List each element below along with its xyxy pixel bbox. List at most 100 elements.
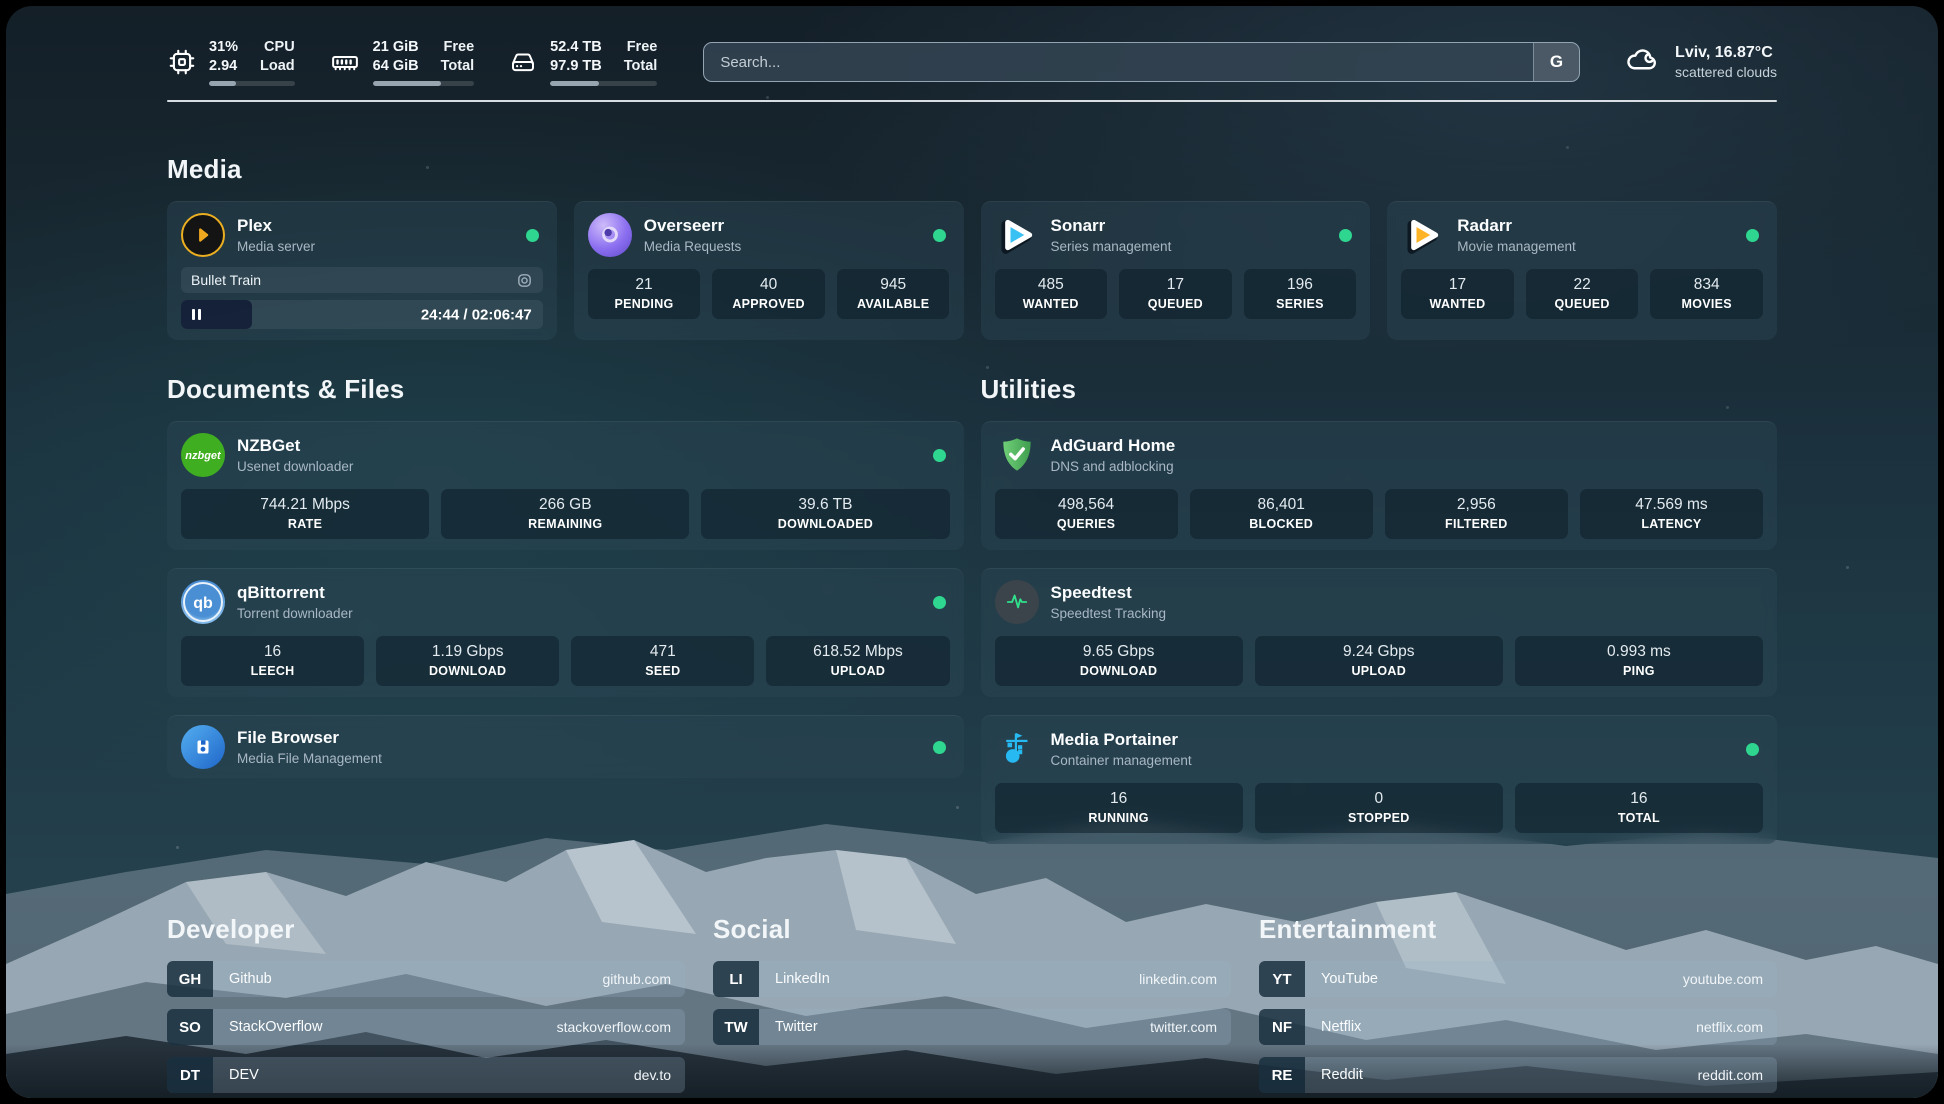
disk-free-value: 52.4 TB xyxy=(550,38,602,55)
bookmark-url: github.com xyxy=(602,971,671,987)
radarr-icon xyxy=(1401,213,1445,257)
bookmark-abbr-badge: LI xyxy=(713,961,759,997)
pause-icon xyxy=(192,309,201,320)
app-description: Series management xyxy=(1050,239,1172,254)
bookmark-url: twitter.com xyxy=(1150,1019,1217,1035)
app-card-radarr[interactable]: Radarr Movie management 17 WANTED 22 QUEUE… xyxy=(1387,201,1777,340)
plex-icon xyxy=(181,213,225,257)
disk-progress-fill xyxy=(550,81,600,87)
stat-download: 1.19 Gbps DOWNLOAD xyxy=(376,636,560,686)
bookmark-name: Twitter xyxy=(775,1019,818,1035)
app-card-portainer[interactable]: Media Portainer Container management 16 R… xyxy=(980,715,1777,844)
stat-queued: 17 QUEUED xyxy=(1119,269,1232,319)
stat-approved: 40 APPROVED xyxy=(712,269,825,319)
status-indicator xyxy=(1339,228,1353,242)
bookmark-dev[interactable]: DT DEV dev.to xyxy=(167,1057,685,1093)
bookmark-name: Reddit xyxy=(1321,1067,1363,1083)
status-indicator xyxy=(1746,742,1759,756)
memory-icon xyxy=(329,47,361,77)
app-name: AdGuard Home xyxy=(1050,436,1176,455)
search-engine-button[interactable]: G xyxy=(1533,43,1580,81)
cpu-label-bottom: Load xyxy=(260,57,295,74)
bookmark-github[interactable]: GH Github github.com xyxy=(167,961,685,997)
stat-download: 9.65 Gbps DOWNLOAD xyxy=(994,636,1243,686)
bookmark-group-social: Social LI LinkedIn linkedin.com TW Twitt… xyxy=(713,914,1231,1098)
app-card-speedtest[interactable]: Speedtest Speedtest Tracking 9.65 Gbps DO… xyxy=(980,568,1777,697)
disk-label-bottom: Total xyxy=(623,57,658,74)
memory-free-value: 21 GiB xyxy=(372,38,419,55)
bookmark-stackoverflow[interactable]: SO StackOverflow stackoverflow.com xyxy=(167,1009,685,1045)
cpu-progress-bar xyxy=(209,81,295,87)
bookmark-netflix[interactable]: NF Netflix netflix.com xyxy=(1259,1009,1777,1045)
disk-progress-bar xyxy=(550,81,658,87)
app-name: Media Portainer xyxy=(1050,730,1179,749)
disk-label-top: Free xyxy=(626,38,658,55)
status-indicator xyxy=(932,740,946,754)
memory-total-value: 64 GiB xyxy=(372,57,419,74)
stat-queries: 498,564 QUERIES xyxy=(994,489,1178,539)
app-card-plex[interactable]: Plex Media server Bullet Train xyxy=(167,201,557,340)
stat-blocked: 86,401 BLOCKED xyxy=(1189,489,1373,539)
bookmark-url: reddit.com xyxy=(1697,1067,1763,1083)
weather-widget: Lviv, 16.87°C scattered clouds xyxy=(1622,42,1777,83)
bookmark-group-developer: Developer GH Github github.com SO StackO… xyxy=(167,914,685,1098)
stat-wanted: 485 WANTED xyxy=(994,269,1108,319)
overseerr-icon xyxy=(587,213,632,257)
memory-label-top: Free xyxy=(443,38,475,55)
stat-total: 16 TOTAL xyxy=(1514,783,1764,833)
search-input[interactable] xyxy=(704,43,1534,81)
stat-series: 196 SERIES xyxy=(1243,269,1357,319)
session-media-icon xyxy=(516,272,533,289)
stat-rate: 744.21 Mbps RATE xyxy=(181,489,430,539)
app-description: Container management xyxy=(1050,753,1192,768)
cpu-label-top: CPU xyxy=(264,38,295,55)
app-description: Usenet downloader xyxy=(237,459,354,474)
cpu-widget: 31% CPU 2.94 Load xyxy=(167,38,295,87)
app-name: NZBGet xyxy=(237,436,301,455)
app-card-sonarr[interactable]: Sonarr Series management 485 WANTED 17 QUE… xyxy=(980,201,1371,340)
stat-upload: 618.52 Mbps UPLOAD xyxy=(766,636,950,686)
status-indicator xyxy=(1746,228,1759,242)
status-indicator xyxy=(932,595,946,609)
app-card-qbittorrent[interactable]: qb qBittorrent Torrent downloader 16 LEEC… xyxy=(167,568,964,697)
cpu-progress-fill xyxy=(209,81,236,87)
cpu-icon xyxy=(167,47,197,77)
cpu-load-value: 2.94 xyxy=(209,57,238,74)
bookmark-reddit[interactable]: RE Reddit reddit.com xyxy=(1259,1057,1777,1093)
app-name: Overseerr xyxy=(643,216,725,235)
app-name: qBittorrent xyxy=(237,583,325,602)
stat-remaining: 266 GB REMAINING xyxy=(441,489,690,539)
bookmark-youtube[interactable]: YT YouTube youtube.com xyxy=(1259,961,1777,997)
bookmark-twitter[interactable]: TW Twitter twitter.com xyxy=(713,1009,1231,1045)
section-title-developer: Developer xyxy=(167,914,295,944)
memory-progress-fill xyxy=(372,81,441,87)
stat-pending: 21 PENDING xyxy=(587,269,701,319)
stat-leech: 16 LEECH xyxy=(181,636,365,686)
section-title-documents: Documents & Files xyxy=(167,374,405,404)
svg-text:nzbget: nzbget xyxy=(185,450,222,462)
stat-available: 945 AVAILABLE xyxy=(836,269,950,319)
app-card-adguard[interactable]: AdGuard Home DNS and adblocking 498,564 Q… xyxy=(980,421,1777,550)
section-title-utilities: Utilities xyxy=(980,374,1077,404)
disk-widget: 52.4 TB Free 97.9 TB Total xyxy=(508,38,658,87)
bookmark-name: LinkedIn xyxy=(775,971,830,987)
sonarr-icon xyxy=(995,213,1039,257)
bookmark-name: Netflix xyxy=(1321,1019,1362,1035)
bookmark-group-entertainment: Entertainment YT YouTube youtube.com NF … xyxy=(1259,914,1777,1098)
app-card-nzbget[interactable]: nzbget NZBGet Usenet downloader 744.21 M… xyxy=(167,421,964,550)
now-playing-row: Bullet Train xyxy=(181,267,543,293)
section-title-media: Media xyxy=(167,154,242,184)
qbittorrent-icon: qb xyxy=(181,580,225,624)
app-description: Media server xyxy=(237,239,316,254)
now-playing-title: Bullet Train xyxy=(191,272,262,288)
playback-progress-bar: 24:44 / 02:06:47 xyxy=(181,300,543,329)
stat-downloaded: 39.6 TB DOWNLOADED xyxy=(701,489,950,539)
weather-condition: scattered clouds xyxy=(1675,64,1777,80)
section-title-entertainment: Entertainment xyxy=(1259,914,1437,944)
stat-queued: 22 QUEUED xyxy=(1525,269,1639,319)
playback-progress-fill xyxy=(181,300,252,329)
app-card-overseerr[interactable]: Overseerr Media Requests 21 PENDING 40 APP… xyxy=(573,201,964,340)
app-card-filebrowser[interactable]: File Browser Media File Management xyxy=(167,715,964,778)
memory-label-bottom: Total xyxy=(440,57,475,74)
bookmark-linkedin[interactable]: LI LinkedIn linkedin.com xyxy=(713,961,1231,997)
